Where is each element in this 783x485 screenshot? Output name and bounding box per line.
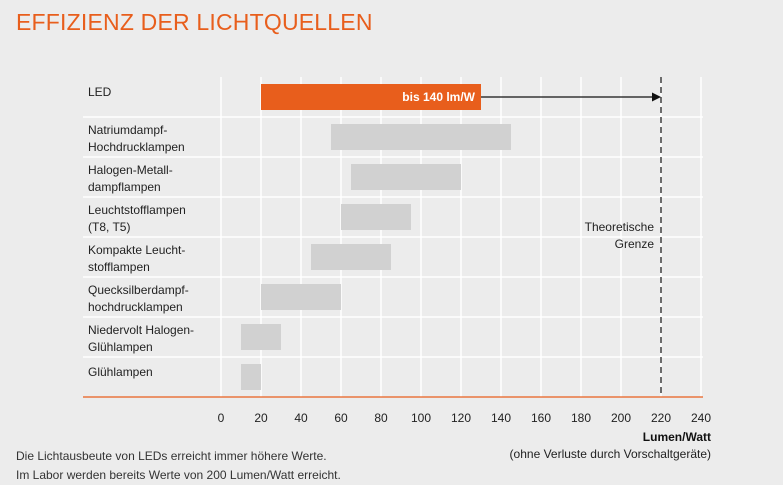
- x-tick-label: 100: [411, 411, 431, 425]
- led-arrow-head: [652, 92, 661, 102]
- x-tick-label: 180: [571, 411, 591, 425]
- x-axis-note: (ohne Verluste durch Vorschaltgeräte): [510, 447, 711, 461]
- chart-title: EFFIZIENZ DER LICHTQUELLEN: [16, 9, 373, 35]
- category-label: Halogen-Metall-: [88, 163, 173, 177]
- category-label: Natriumdampf-: [88, 123, 167, 137]
- bar-range: [331, 124, 511, 150]
- footnote-line-2: Im Labor werden bereits Werte von 200 Lu…: [16, 468, 341, 482]
- theoretical-limit-label: Grenze: [615, 237, 655, 251]
- category-label: Quecksilberdampf-: [88, 283, 189, 297]
- category-label: LED: [88, 85, 112, 99]
- x-tick-label: 240: [691, 411, 711, 425]
- x-tick-label: 80: [374, 411, 388, 425]
- bar-range: [341, 204, 411, 230]
- footnote: Die Lichtausbeute von LEDs erreicht imme…: [16, 447, 341, 485]
- x-tick-label: 20: [254, 411, 268, 425]
- footnote-line-1: Die Lichtausbeute von LEDs erreicht imme…: [16, 449, 327, 463]
- x-tick-label: 220: [651, 411, 671, 425]
- category-label: dampflampen: [88, 180, 161, 194]
- category-label: Niedervolt Halogen-: [88, 323, 194, 337]
- theoretical-limit-label: Theoretische: [585, 220, 655, 234]
- x-axis-label: Lumen/Watt: [643, 430, 711, 444]
- category-label: Leuchtstofflampen: [88, 203, 186, 217]
- bar-range: [351, 164, 461, 190]
- x-tick-label: 200: [611, 411, 631, 425]
- bar-range: [311, 244, 391, 270]
- category-label: Glühlampen: [88, 365, 153, 379]
- bar-range: [241, 324, 281, 350]
- category-label: stofflampen: [88, 260, 150, 274]
- category-label: (T8, T5): [88, 220, 130, 234]
- led-bar-label: bis 140 lm/W: [402, 90, 475, 104]
- x-tick-label: 160: [531, 411, 551, 425]
- x-tick-label: 120: [451, 411, 471, 425]
- category-label: hochdrucklampen: [88, 300, 183, 314]
- bar-led: [261, 84, 481, 110]
- bar-range: [241, 364, 261, 390]
- category-label: Glühlampen: [88, 340, 153, 354]
- x-tick-label: 140: [491, 411, 511, 425]
- x-tick-label: 40: [294, 411, 308, 425]
- bar-range: [261, 284, 341, 310]
- category-label: Kompakte Leucht-: [88, 243, 185, 257]
- category-label: Hochdrucklampen: [88, 140, 185, 154]
- x-tick-label: 60: [334, 411, 348, 425]
- x-tick-label: 0: [218, 411, 225, 425]
